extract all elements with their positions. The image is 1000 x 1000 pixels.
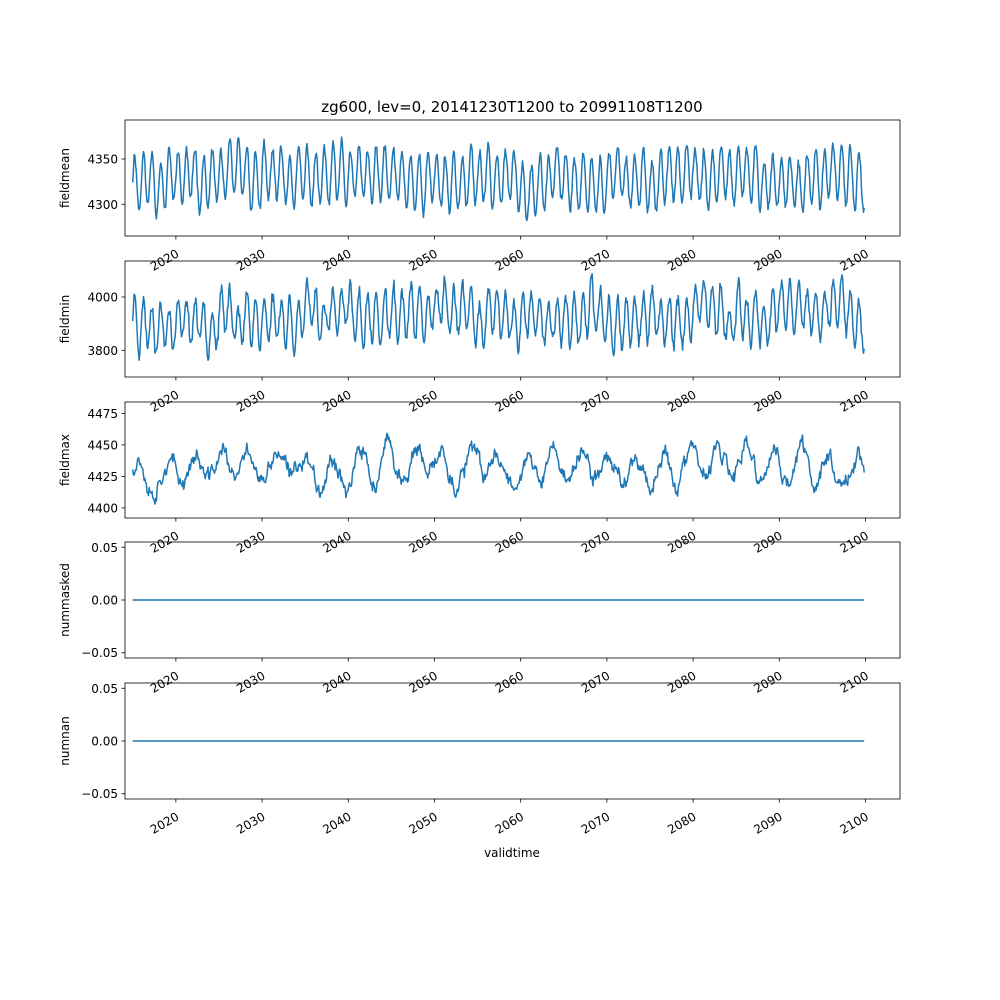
y-tick-label-fieldmax: 4450: [87, 438, 118, 452]
y-tick-label-nummasked: 0.00: [91, 594, 118, 608]
y-axis-label-fieldmin: fieldmin: [58, 295, 72, 344]
series-line-fieldmean: [131, 136, 865, 222]
y-axis-label-nummasked: nummasked: [58, 563, 72, 637]
y-tick-label-fieldmean: 4350: [87, 152, 118, 166]
series-line-fieldmax: [131, 432, 865, 505]
y-tick-label-numnan: 0.05: [91, 682, 118, 696]
y-tick-label-fieldmax: 4425: [87, 470, 118, 484]
y-tick-label-fieldmean: 4300: [87, 198, 118, 212]
y-tick-label-fieldmax: 4475: [87, 407, 118, 421]
axes-frame-fieldmean: [124, 119, 901, 237]
y-tick-label-numnan: −0.05: [81, 787, 118, 801]
y-tick-label-fieldmin: 3800: [87, 344, 118, 358]
series-line-fieldmin: [131, 273, 865, 361]
y-tick-label-numnan: 0.00: [91, 735, 118, 749]
y-tick-label-fieldmax: 4400: [87, 501, 118, 515]
axes-frame-fieldmax: [124, 401, 901, 519]
y-axis-label-numnan: numnan: [58, 716, 72, 765]
axes-frame-fieldmin: [124, 260, 901, 378]
y-tick-label-nummasked: −0.05: [81, 646, 118, 660]
y-tick-label-fieldmin: 4000: [87, 291, 118, 305]
y-tick-label-nummasked: 0.05: [91, 541, 118, 555]
x-axis-label: validtime: [484, 846, 540, 860]
chart-title: zg600, lev=0, 20141230T1200 to 20991108T…: [321, 98, 702, 116]
y-axis-label-fieldmean: fieldmean: [58, 148, 72, 208]
y-axis-label-fieldmax: fieldmax: [58, 434, 72, 486]
